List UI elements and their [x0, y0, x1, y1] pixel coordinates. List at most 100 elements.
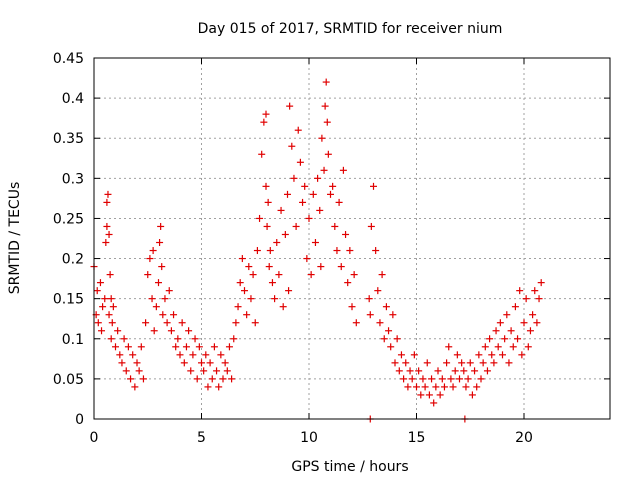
data-point — [321, 102, 329, 110]
data-point — [400, 375, 408, 383]
data-point — [122, 367, 130, 375]
data-point — [503, 311, 511, 319]
data-point — [367, 222, 375, 230]
data-point — [447, 375, 455, 383]
data-point — [102, 239, 110, 247]
data-point — [316, 206, 324, 214]
data-point — [533, 319, 541, 327]
data-point — [116, 351, 124, 359]
data-point — [473, 383, 481, 391]
data-point — [264, 198, 272, 206]
data-point — [352, 319, 360, 327]
data-point — [314, 174, 322, 182]
data-point — [490, 359, 498, 367]
data-point — [139, 375, 147, 383]
data-point — [158, 263, 166, 271]
data-point — [275, 271, 283, 279]
data-point — [456, 375, 463, 383]
data-point — [507, 327, 515, 335]
y-tick-label: 0.3 — [62, 171, 84, 187]
data-point — [245, 263, 253, 271]
data-point — [213, 367, 221, 375]
data-point — [382, 303, 390, 311]
y-tick-label: 0.35 — [53, 131, 84, 147]
data-point — [284, 190, 291, 198]
data-point — [346, 247, 354, 255]
data-point — [170, 311, 178, 319]
data-point — [150, 327, 158, 335]
data-point — [481, 343, 489, 351]
data-point — [204, 383, 212, 391]
data-point — [365, 295, 373, 303]
data-point — [428, 375, 436, 383]
data-point — [483, 367, 491, 375]
data-point — [376, 319, 384, 327]
data-point — [288, 142, 296, 150]
data-point — [445, 343, 453, 351]
data-point — [265, 263, 273, 271]
data-point — [395, 367, 403, 375]
axes: 0 5 10 15 20 0 0.05 0.1 0.15 0.2 0.25 0.3 0.35 0.4 0.4… — [53, 51, 610, 446]
data-point — [200, 367, 208, 375]
y-tick-label: 0.2 — [62, 252, 84, 268]
data-point — [460, 367, 468, 375]
data-point — [496, 319, 504, 327]
data-point — [112, 343, 119, 351]
data-point — [127, 375, 135, 383]
data-point — [193, 375, 201, 383]
data-point — [210, 343, 218, 351]
data-point — [372, 247, 380, 255]
data-point — [251, 319, 259, 327]
data-point — [107, 295, 115, 303]
data-point — [271, 295, 279, 303]
data-point — [520, 319, 528, 327]
data-point — [329, 182, 337, 190]
data-point — [148, 295, 156, 303]
data-point — [290, 174, 298, 182]
data-point — [142, 319, 150, 327]
data-point — [131, 383, 139, 391]
data-point — [421, 383, 429, 391]
data-point — [475, 351, 483, 359]
data-point — [318, 134, 326, 142]
data-point — [374, 287, 382, 295]
data-point — [234, 303, 242, 311]
data-point — [94, 319, 102, 327]
data-point — [324, 150, 332, 158]
data-point — [511, 303, 519, 311]
data-point — [146, 255, 154, 263]
data-point — [389, 311, 397, 319]
data-point — [366, 311, 374, 319]
data-point — [505, 359, 513, 367]
data-point — [535, 295, 543, 303]
data-point — [107, 335, 115, 343]
data-point — [219, 375, 227, 383]
data-point — [471, 367, 479, 375]
data-point — [311, 239, 319, 247]
data-point — [215, 383, 223, 391]
data-point — [419, 375, 427, 383]
data-point — [430, 399, 438, 407]
data-point — [262, 182, 270, 190]
y-tick-label: 0.15 — [53, 292, 84, 308]
data-point — [263, 222, 271, 230]
data-point — [124, 343, 132, 351]
data-point — [307, 271, 315, 279]
y-tick-label: 0 — [75, 412, 84, 428]
data-point — [172, 343, 180, 351]
data-point — [185, 327, 193, 335]
data-point — [249, 271, 257, 279]
data-point — [206, 359, 214, 367]
data-point — [501, 335, 509, 343]
data-point — [509, 343, 517, 351]
data-point — [494, 343, 502, 351]
data-point — [163, 319, 171, 327]
data-point — [262, 110, 270, 118]
x-tick-label: 10 — [300, 430, 318, 446]
data-point — [155, 279, 162, 287]
data-point — [303, 255, 311, 263]
data-point — [479, 359, 487, 367]
data-point — [174, 335, 182, 343]
data-point — [161, 295, 169, 303]
